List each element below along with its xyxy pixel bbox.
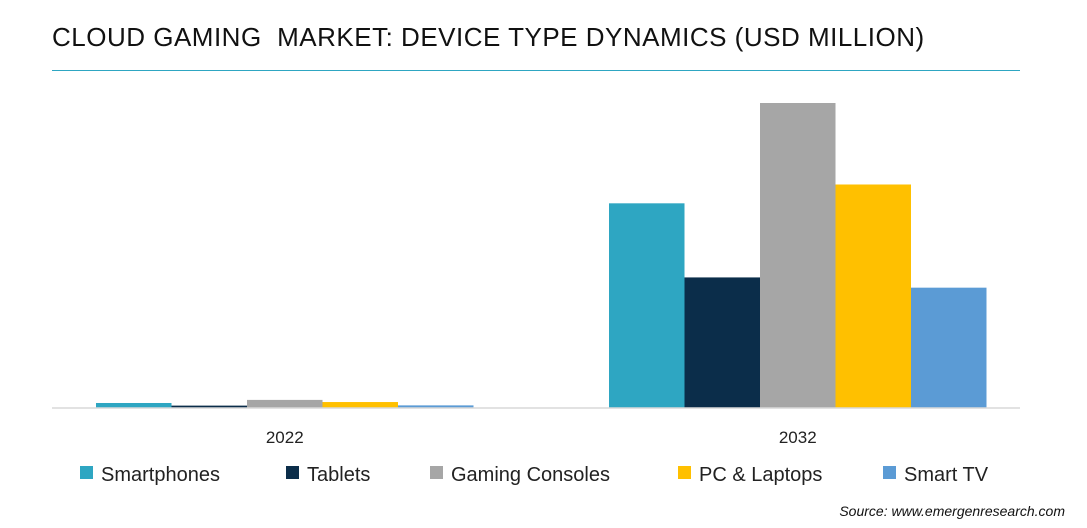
legend-swatch [678, 466, 691, 479]
legend-swatch [286, 466, 299, 479]
x-tick-label-2032: 2032 [779, 428, 817, 447]
legend-label: Gaming Consoles [451, 464, 610, 486]
legend-item-tablets: Tablets [286, 464, 370, 486]
legend-item-gaming-consoles: Gaming Consoles [430, 464, 610, 486]
legend-item-smartphones: Smartphones [80, 464, 220, 486]
legend-label: PC & Laptops [699, 464, 822, 486]
chart-title: CLOUD GAMING MARKET: DEVICE TYPE DYNAMIC… [52, 22, 925, 52]
source-note: Source: www.emergenresearch.com [839, 503, 1065, 519]
bar-tablets-2032 [684, 277, 760, 408]
title-underline [52, 70, 1020, 71]
bar-pc-laptops-2022 [322, 402, 398, 408]
x-tick-labels: 2022 2032 [266, 428, 817, 447]
bar-gaming-consoles-2032 [760, 103, 836, 408]
bar-gaming-consoles-2022 [247, 399, 323, 408]
legend-label: Smart TV [904, 464, 989, 486]
legend-swatch [883, 466, 896, 479]
legend-label: Tablets [307, 464, 370, 486]
legend-item-pc-laptops: PC & Laptops [678, 464, 822, 486]
legend-label: Smartphones [101, 464, 220, 486]
bar-smartphones-2032 [609, 203, 685, 408]
bar-chart: 2022 2032 Smartphones Tablets Gaming Consol… [52, 103, 1020, 486]
bar-tablets-2022 [171, 405, 247, 408]
legend-item-smart-tv: Smart TV [883, 464, 989, 486]
bar-pc-laptops-2032 [835, 184, 911, 408]
bar-smart-tv-2022 [398, 405, 474, 408]
x-tick-label-2022: 2022 [266, 428, 304, 447]
legend-swatch [430, 466, 443, 479]
legend: Smartphones Tablets Gaming Consoles PC & La… [80, 464, 989, 486]
bar-smartphones-2022 [96, 402, 172, 408]
legend-swatch [80, 466, 93, 479]
bar-smart-tv-2032 [911, 287, 987, 408]
bars-group [96, 103, 987, 408]
